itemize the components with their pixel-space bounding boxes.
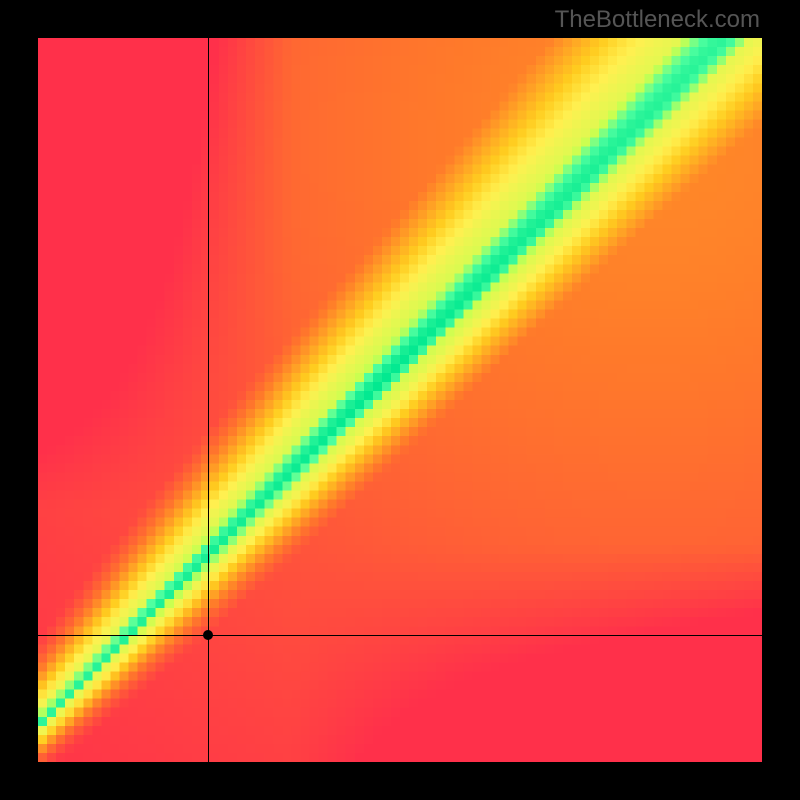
chart-container: TheBottleneck.com [0, 0, 800, 800]
crosshair-horizontal [38, 635, 762, 636]
crosshair-vertical [208, 38, 209, 762]
bottleneck-heatmap [38, 38, 762, 762]
watermark-text: TheBottleneck.com [555, 6, 760, 34]
